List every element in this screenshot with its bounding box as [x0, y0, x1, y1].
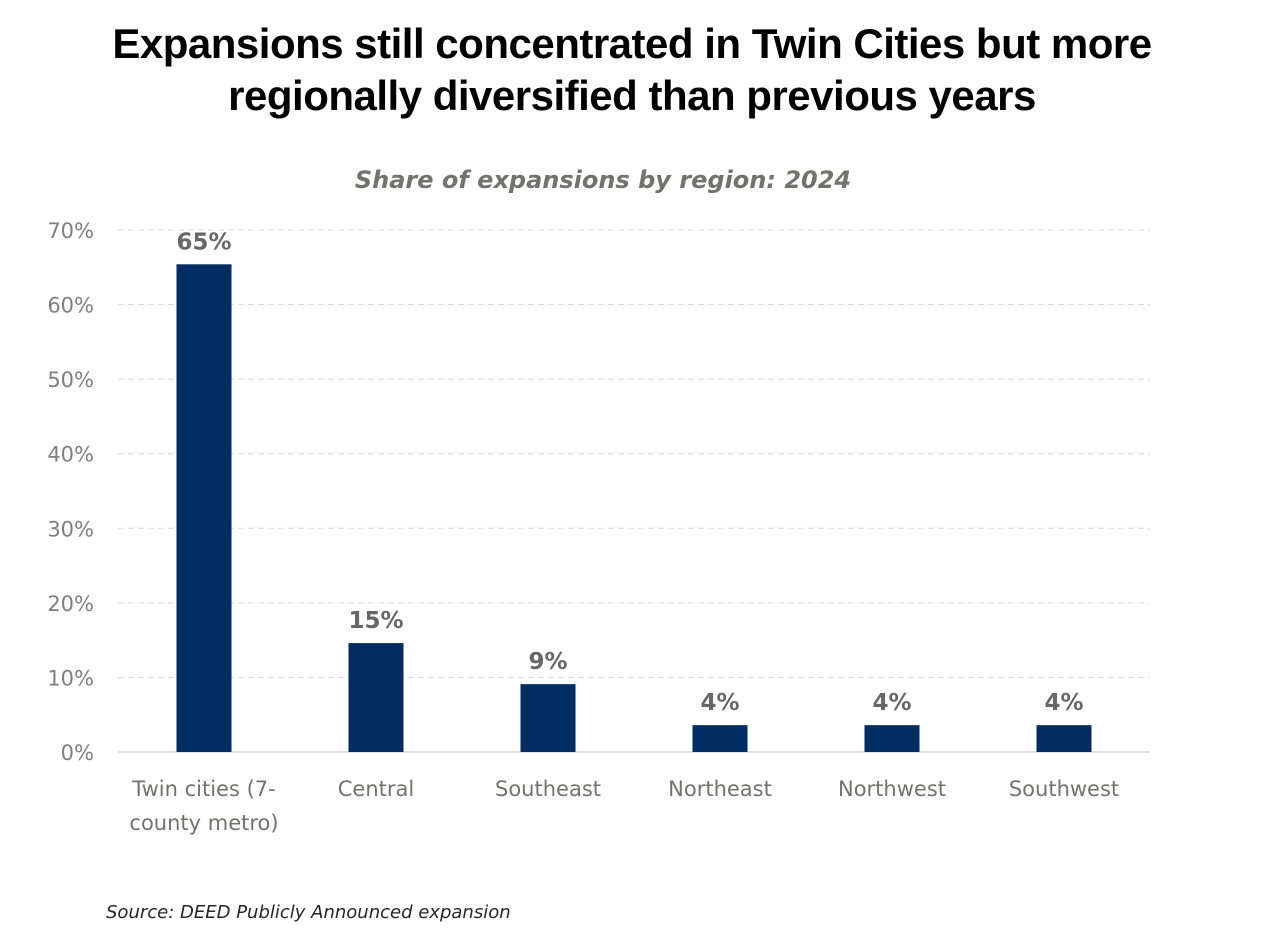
x-tick-label: Southwest: [1009, 777, 1119, 801]
source-note: Source: DEED Publicly Announced expansio…: [106, 902, 511, 923]
x-tick-label: county metro): [129, 811, 278, 835]
x-tick-label: Central: [338, 777, 414, 801]
chart-title-line-2: regionally diversified than previous yea…: [228, 72, 1036, 119]
y-tick-label: 50%: [47, 368, 94, 392]
y-tick-label: 60%: [47, 294, 94, 318]
x-tick-label: Southeast: [495, 777, 601, 801]
y-tick-label: 20%: [47, 592, 94, 616]
bar: [692, 725, 748, 752]
data-label: 15%: [348, 608, 403, 634]
bar: [176, 264, 232, 752]
x-tick-label: Northeast: [668, 777, 772, 801]
chart-title: Expansions still concentrated in Twin Ci…: [0, 18, 1264, 122]
bar: [1036, 725, 1092, 752]
bar: [864, 725, 920, 752]
bar: [348, 643, 404, 752]
data-label: 4%: [1044, 690, 1083, 716]
y-tick-label: 0%: [61, 741, 94, 765]
y-tick-label: 70%: [47, 219, 94, 243]
data-label: 4%: [872, 690, 911, 716]
data-label: 65%: [176, 229, 231, 255]
bar: [520, 684, 576, 752]
y-tick-label: 40%: [47, 443, 94, 467]
y-tick-label: 10%: [47, 666, 94, 690]
chart-subtitle: Share of expansions by region: 2024: [354, 166, 852, 194]
x-tick-label: Twin cities (7-: [131, 777, 275, 801]
x-tick-label: Northwest: [838, 777, 946, 801]
data-label: 9%: [528, 649, 567, 675]
chart-title-line-1: Expansions still concentrated in Twin Ci…: [112, 20, 1152, 67]
data-label: 4%: [700, 690, 739, 716]
y-tick-label: 30%: [47, 517, 94, 541]
